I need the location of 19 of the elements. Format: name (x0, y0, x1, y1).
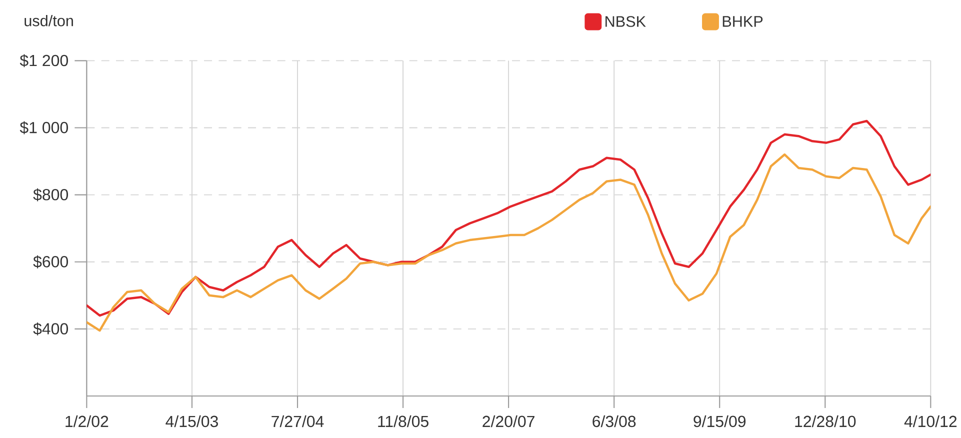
legend-label: NBSK (606, 16, 646, 27)
line-series (86, 120, 931, 317)
x-tick-label: 1/2/02 (66, 415, 108, 428)
line-series (86, 153, 931, 332)
y-tick-label: $600 (33, 255, 68, 268)
x-tick-label: 4/10/12 (904, 415, 957, 428)
y-axis-title: usd/ton (24, 15, 73, 26)
legend-label: BHKP (722, 16, 763, 27)
y-tick-label: $1 000 (20, 121, 68, 134)
x-tick-label: 11/8/05 (378, 415, 428, 428)
x-tick-label: 2/20/07 (482, 415, 534, 428)
x-tick-label: 12/28/10 (795, 415, 856, 428)
x-tick-label: 9/15/09 (694, 415, 746, 428)
x-tick-label: 4/15/03 (166, 415, 218, 428)
y-tick-label: $1 200 (20, 54, 68, 68)
x-tick-label: 7/27/04 (272, 415, 324, 428)
x-tick-label: 6/3/08 (592, 415, 636, 428)
y-tick-label: $400 (33, 322, 68, 336)
y-tick-label: $800 (33, 188, 68, 202)
